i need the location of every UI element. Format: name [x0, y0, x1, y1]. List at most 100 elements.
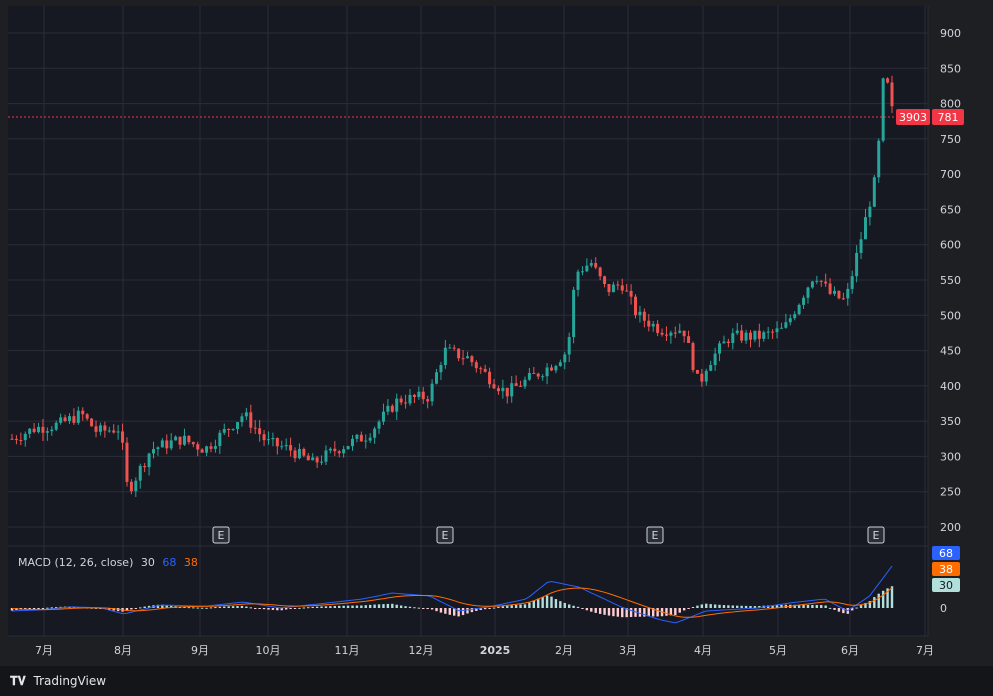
candle-body [771, 331, 775, 333]
macd-histogram-bar [537, 598, 540, 608]
candle-body [669, 332, 673, 336]
brand[interactable]: 𝐓𝐕 TradingView [10, 674, 106, 689]
signal-value-badge: 38 [939, 563, 953, 576]
macd-histogram-bar [94, 607, 98, 609]
earnings-marker[interactable] [436, 526, 454, 544]
macd-histogram-bar [143, 606, 146, 608]
macd-signal-value: 38 [183, 556, 198, 569]
macd-histogram-bar [815, 605, 819, 608]
candle-body [306, 455, 310, 461]
macd-axis[interactable]: 0 68 38 30 [932, 546, 960, 615]
macd-histogram-bar [873, 597, 876, 608]
macd-histogram-bar [731, 605, 735, 608]
price-tick-label: 800 [940, 98, 961, 111]
macd-histogram-bar [629, 608, 633, 618]
last-price-label: 781 [938, 111, 959, 124]
candle-body [134, 480, 138, 492]
macd-histogram-bar [833, 608, 836, 610]
macd-histogram-bar [598, 608, 602, 614]
macd-histogram-bar [687, 608, 690, 609]
macd-histogram-bar [192, 607, 195, 609]
macd-line [11, 565, 893, 624]
macd-histogram-bar [187, 607, 191, 609]
candle-body [152, 449, 156, 454]
macd-histogram-bar [621, 608, 624, 618]
macd-histogram-bar [749, 605, 752, 608]
macd-histogram-bar [709, 604, 712, 608]
candle-body [784, 322, 788, 328]
price-axis[interactable]: 900 850 800 750 700 650 600 550 500 450 400 350 300 2… [940, 27, 961, 534]
macd-indicator-title: MACD (12, 26, close) [18, 556, 134, 569]
macd-histogram-bar [413, 607, 416, 609]
macd-histogram-bar [333, 605, 337, 608]
time-tick-label: 7月 [916, 644, 934, 657]
time-axis[interactable]: 7月 8月 9月 10月 11月 12月 2025 2月 3月 4月 5月 6月 7月 [35, 644, 934, 657]
macd-histogram-bar [147, 605, 151, 608]
candle-body [541, 376, 545, 378]
macd-pane [10, 565, 894, 624]
macd-histogram-bar [386, 603, 390, 608]
candle-body [377, 421, 381, 429]
macd-histogram-bar [607, 608, 611, 616]
macd-histogram-bar [165, 605, 168, 608]
macd-histogram-bar [780, 604, 783, 608]
candle-body [757, 330, 761, 339]
signal-line [11, 587, 893, 618]
candle-body [664, 334, 668, 336]
macd-histogram-bar [435, 608, 438, 612]
candle-body [103, 425, 107, 431]
candle-body [855, 252, 859, 277]
candle-body [563, 354, 567, 363]
macd-histogram-bar [55, 607, 58, 609]
macd-histogram-bar [859, 605, 863, 608]
candle-body [244, 412, 248, 417]
candle-body [718, 343, 722, 354]
macd-histogram-bar [280, 608, 283, 611]
macd-histogram-bar [736, 605, 739, 608]
candle-body [209, 446, 213, 449]
macd-histogram-bar [284, 608, 288, 610]
time-tick-label: 11月 [335, 644, 360, 657]
price-tick-label: 400 [940, 380, 961, 393]
candle-body [258, 428, 262, 435]
macd-histogram-bar [820, 605, 823, 608]
macd-histogram-bar [205, 607, 208, 609]
candle-body [262, 434, 266, 441]
macd-histogram-bar [395, 604, 398, 608]
macd-histogram-bar [576, 606, 580, 608]
candle-body [806, 287, 810, 298]
earnings-marker[interactable] [867, 526, 885, 544]
time-tick-label: 2月 [555, 644, 573, 657]
earnings-marker[interactable] [646, 526, 664, 544]
candle-body [527, 372, 531, 380]
earnings-marker[interactable] [212, 526, 230, 544]
candle-body [67, 416, 71, 421]
candle-body [196, 444, 200, 450]
macd-histogram-bar [169, 605, 173, 608]
candle-body [687, 336, 691, 344]
candle-body [236, 422, 240, 429]
macd-histogram-bar [545, 595, 549, 608]
last-price-label-bg [932, 108, 964, 125]
candle-body [576, 271, 580, 290]
macd-histogram-bar [338, 605, 341, 608]
macd-histogram-bar [722, 605, 726, 608]
macd-histogram-bar [855, 607, 858, 609]
candle-body [625, 290, 629, 292]
time-tick-label: 2025 [480, 644, 511, 657]
candle-body [554, 365, 558, 371]
candle-body [779, 327, 783, 329]
macd-histogram-bar [32, 608, 36, 609]
macd-legend[interactable]: MACD (12, 26, close) 30 68 38 [18, 556, 202, 569]
macd-histogram-bar [453, 608, 456, 616]
macd-histogram-bar [550, 596, 553, 608]
candle-body [351, 438, 355, 447]
candle-body [859, 239, 863, 253]
chart-canvas[interactable]: 9008508007507006506005505004504003503002… [0, 0, 993, 666]
macd-histogram-bar [346, 605, 350, 608]
macd-histogram-bar [828, 607, 832, 609]
macd-histogram-bar [315, 606, 319, 608]
candle-body [346, 446, 350, 450]
